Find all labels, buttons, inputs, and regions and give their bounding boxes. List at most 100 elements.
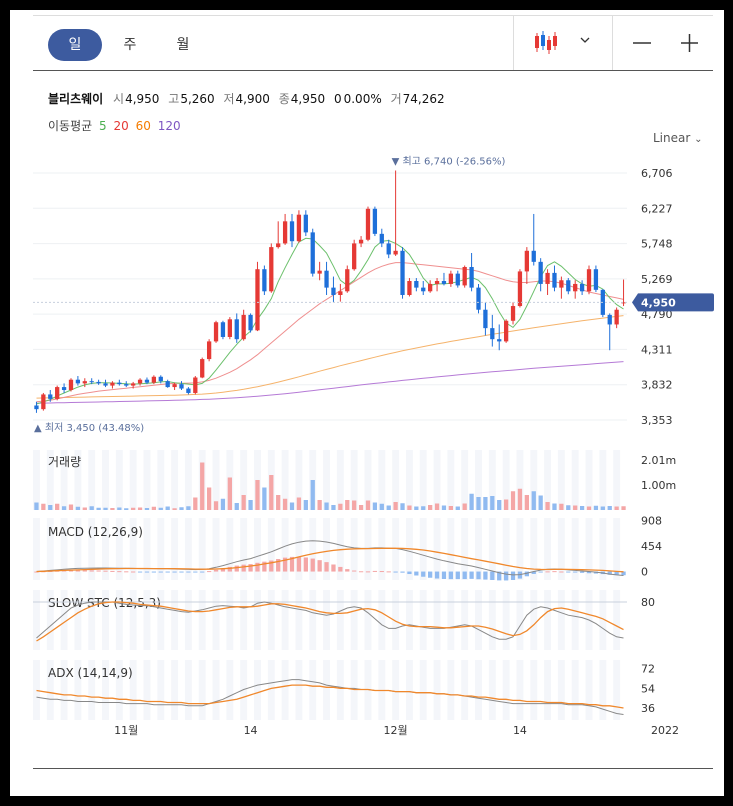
candle-body bbox=[61, 387, 67, 391]
volume-panel-stripe bbox=[571, 450, 579, 510]
volume-panel-stripe bbox=[419, 450, 427, 510]
candle-body bbox=[34, 405, 39, 410]
price-axis-tick: 6,227 bbox=[641, 202, 673, 215]
macd-histogram-bar bbox=[248, 564, 253, 572]
candle-body bbox=[407, 280, 412, 295]
adx-panel-stripe bbox=[461, 660, 469, 720]
adx-panel-stripe bbox=[488, 660, 496, 720]
candle-body bbox=[151, 376, 157, 383]
stc-panel-stripe bbox=[129, 590, 137, 650]
candle-body bbox=[586, 269, 592, 292]
volume-bar bbox=[269, 475, 274, 510]
macd-panel-stripe bbox=[516, 518, 524, 580]
macd-panel-stripe bbox=[281, 518, 289, 580]
volume-bar bbox=[407, 505, 412, 510]
candle-body bbox=[131, 383, 136, 386]
volume-bar bbox=[483, 497, 488, 510]
stc-panel-stripe bbox=[405, 590, 413, 650]
stc-panel-stripe bbox=[336, 590, 344, 650]
stc-panel-stripe bbox=[378, 590, 386, 650]
macd-histogram-bar bbox=[103, 570, 108, 572]
volume-bar bbox=[55, 503, 60, 510]
volume-bar bbox=[531, 491, 536, 510]
ma-legend-label: 이동평균 bbox=[48, 119, 93, 133]
macd-histogram-bar bbox=[276, 559, 281, 572]
candle-body bbox=[172, 384, 177, 388]
volume-bar bbox=[358, 505, 364, 510]
candle-body bbox=[621, 302, 626, 304]
macd-histogram-bar bbox=[282, 557, 288, 572]
tab-day[interactable]: 일 bbox=[48, 29, 102, 61]
open-label: 시 bbox=[113, 92, 125, 106]
candle-body bbox=[579, 283, 585, 292]
scale-label: Linear bbox=[653, 131, 691, 145]
volume-panel-stripe bbox=[364, 450, 372, 510]
ma5-line bbox=[36, 237, 624, 405]
candle-body bbox=[89, 381, 94, 383]
volume-bar bbox=[600, 506, 605, 510]
macd-axis-tick: 908 bbox=[641, 514, 662, 527]
ma60-line bbox=[36, 315, 624, 399]
volume-bar bbox=[621, 506, 626, 510]
macd-axis-tick: 0 bbox=[641, 566, 648, 579]
candle-body bbox=[276, 243, 281, 248]
candle-body bbox=[41, 394, 46, 410]
stc-panel-stripe bbox=[488, 590, 496, 650]
adx-panel-stripe bbox=[267, 660, 275, 720]
macd-panel-stripe bbox=[171, 518, 179, 580]
adx-panel-stripe bbox=[433, 660, 441, 720]
chevron-down-icon: ⌄ bbox=[694, 134, 703, 145]
volume-panel-stripe bbox=[171, 450, 179, 510]
scale-selector[interactable]: Linear ⌄ bbox=[653, 131, 703, 145]
stc-panel-stripe bbox=[571, 590, 579, 650]
volume-panel-stripe bbox=[74, 450, 82, 510]
candle-body bbox=[559, 280, 564, 288]
macd-panel-stripe bbox=[557, 518, 565, 580]
adx-panel-stripe bbox=[447, 660, 455, 720]
volume-panel-stripe bbox=[378, 450, 386, 510]
adx-panel-stripe bbox=[405, 660, 413, 720]
candle-body bbox=[510, 306, 516, 321]
tab-week[interactable]: 주 bbox=[123, 37, 137, 53]
macd-panel-stripe bbox=[613, 518, 621, 580]
tab-month[interactable]: 월 bbox=[176, 37, 190, 53]
adx-axis-tick: 54 bbox=[641, 682, 655, 695]
adx-panel-stripe bbox=[102, 660, 109, 720]
volume-bar bbox=[144, 508, 150, 510]
macd-histogram-bar bbox=[296, 556, 302, 572]
volume-bar bbox=[193, 497, 198, 510]
candle-body bbox=[331, 287, 336, 295]
macd-panel-stripe bbox=[433, 518, 441, 580]
macd-panel-stripe bbox=[544, 518, 552, 580]
macd-histogram-bar bbox=[503, 571, 509, 581]
adx-panel-stripe bbox=[254, 660, 261, 720]
macd-panel-stripe bbox=[599, 518, 607, 580]
volume-bar bbox=[227, 477, 232, 510]
volume-bar bbox=[276, 495, 281, 510]
macd-panel-stripe bbox=[212, 518, 220, 580]
macd-panel-stripe bbox=[102, 518, 109, 580]
volume-panel-stripe bbox=[323, 450, 330, 510]
candle-body bbox=[538, 261, 543, 284]
stc-panel-stripe bbox=[599, 590, 607, 650]
volume-panel-stripe bbox=[585, 450, 593, 510]
volume-bar bbox=[317, 500, 322, 510]
macd-panel-stripe bbox=[502, 518, 510, 580]
macd-histogram-bar bbox=[552, 571, 557, 573]
macd-histogram-bar bbox=[179, 571, 184, 573]
adx-panel-stripe bbox=[323, 660, 330, 720]
top-border bbox=[33, 15, 713, 16]
candle-body bbox=[110, 382, 115, 386]
macd-histogram-bar bbox=[483, 571, 488, 580]
volume-panel-stripe bbox=[102, 450, 109, 510]
volume-panel-stripe bbox=[129, 450, 137, 510]
stc-panel-stripe bbox=[295, 590, 303, 650]
chevron-down-icon[interactable] bbox=[580, 37, 590, 43]
plus-icon[interactable] bbox=[681, 34, 698, 52]
candle-body bbox=[338, 291, 343, 295]
candlestick-icon[interactable] bbox=[535, 31, 557, 54]
volume-bar bbox=[200, 462, 205, 510]
macd-histogram-bar bbox=[448, 571, 454, 580]
volume-axis-tick: 2.01m bbox=[641, 454, 676, 467]
